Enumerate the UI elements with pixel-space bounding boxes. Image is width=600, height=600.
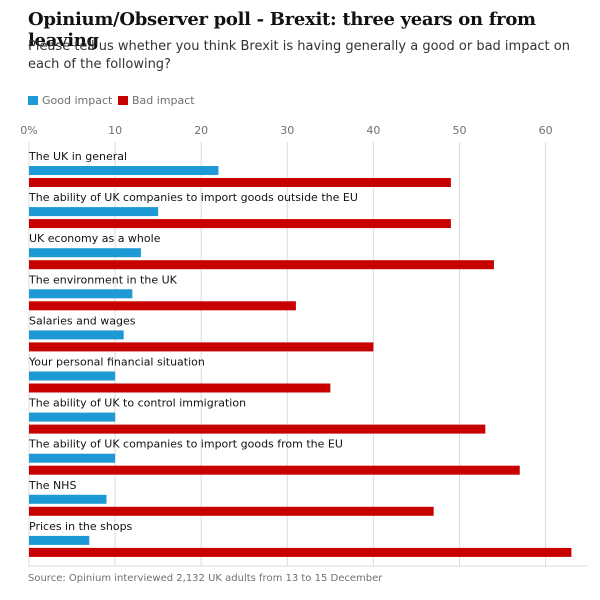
category-label: UK economy as a whole bbox=[29, 232, 161, 245]
bar bbox=[29, 371, 116, 381]
bar bbox=[29, 301, 296, 311]
bar bbox=[29, 494, 107, 504]
bar bbox=[29, 412, 116, 422]
legend-swatch bbox=[118, 96, 128, 105]
category-label: The ability of UK companies to import go… bbox=[28, 191, 358, 204]
bar bbox=[29, 424, 486, 434]
bar bbox=[29, 248, 141, 258]
x-tick-label: 20 bbox=[194, 124, 208, 137]
bar bbox=[29, 178, 451, 187]
x-tick-label: 50 bbox=[452, 124, 466, 137]
legend-label: Bad impact bbox=[132, 94, 195, 107]
legend-label: Good impact bbox=[42, 94, 113, 107]
bar bbox=[29, 383, 331, 393]
x-tick-label: 10 bbox=[108, 124, 122, 137]
category-label: The ability of UK to control immigration bbox=[28, 397, 246, 410]
x-tick-label: 60 bbox=[539, 124, 553, 137]
bar bbox=[29, 465, 520, 475]
bar bbox=[29, 535, 90, 545]
category-label: The ability of UK companies to import go… bbox=[28, 438, 343, 451]
bar bbox=[29, 260, 494, 270]
bar bbox=[29, 453, 116, 463]
category-label: The UK in general bbox=[28, 150, 127, 163]
bar bbox=[29, 506, 434, 516]
chart-title: Opinium/Observer poll - Brexit: three ye… bbox=[28, 9, 536, 51]
category-label: The NHS bbox=[28, 479, 76, 492]
bar bbox=[29, 547, 572, 557]
legend-swatch bbox=[28, 96, 38, 105]
bar bbox=[29, 289, 133, 299]
bar bbox=[29, 166, 219, 175]
bar bbox=[29, 342, 374, 352]
bar bbox=[29, 207, 159, 217]
x-tick-label: 0% bbox=[20, 124, 37, 137]
bar bbox=[29, 330, 124, 340]
x-tick-label: 40 bbox=[366, 124, 380, 137]
category-label: Prices in the shops bbox=[29, 520, 133, 533]
source-note: Source: Opinium interviewed 2,132 UK adu… bbox=[28, 573, 383, 584]
category-label: Your personal financial situation bbox=[28, 356, 205, 369]
x-tick-label: 30 bbox=[280, 124, 294, 137]
chart-subtitle: Please tell us whether you think Brexit … bbox=[28, 39, 570, 72]
category-label: The environment in the UK bbox=[28, 273, 178, 286]
category-label: Salaries and wages bbox=[29, 314, 136, 327]
bar bbox=[29, 219, 451, 229]
